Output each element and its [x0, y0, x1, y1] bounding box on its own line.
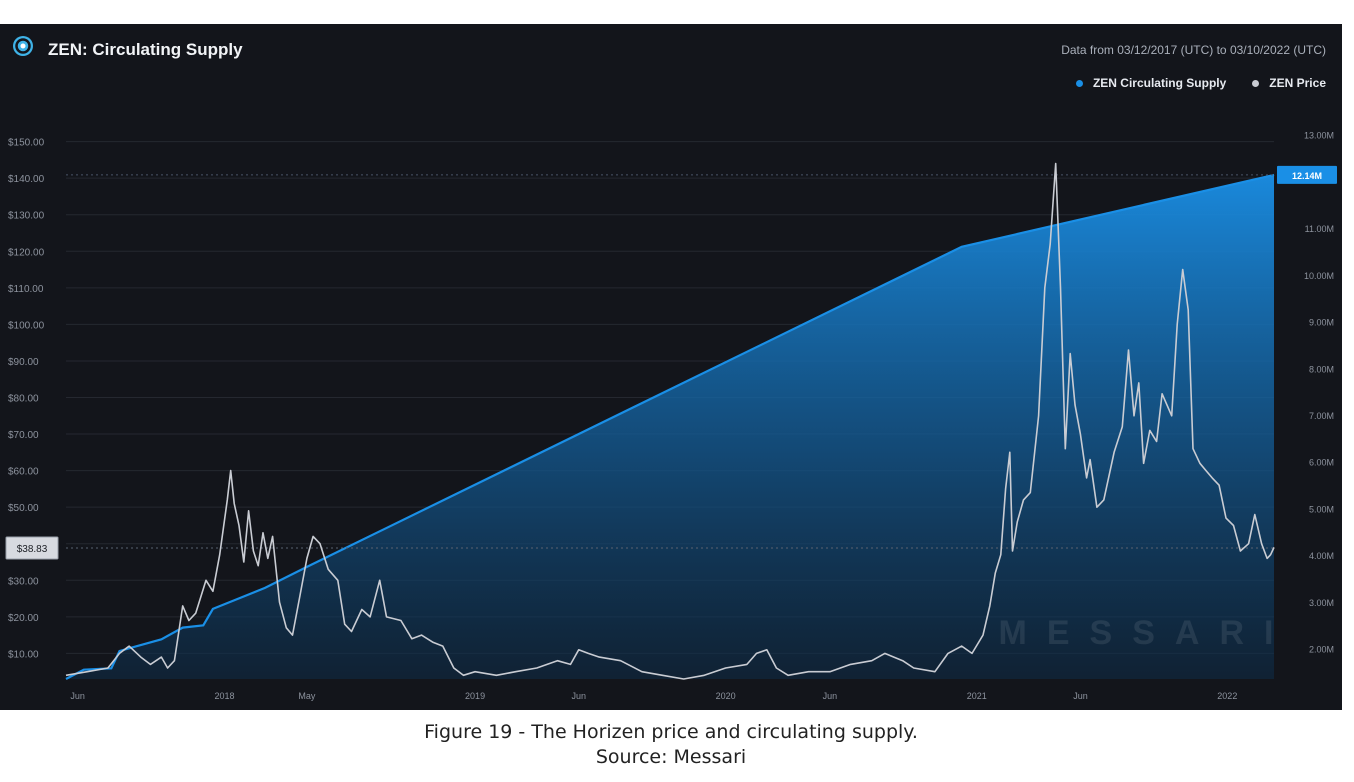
- y-left-tick-label: $120.00: [8, 247, 45, 258]
- y-right-tick-label: 10.00M: [1304, 271, 1334, 281]
- price-current-badge: [5, 536, 59, 560]
- y-right-tick-label: 7.00M: [1309, 411, 1334, 421]
- x-tick-label: Jun: [823, 691, 838, 701]
- supply-current-badge: [1277, 165, 1337, 184]
- legend-item-price[interactable]: ZEN Price: [1252, 76, 1326, 90]
- watermark: MESSARI: [999, 614, 1294, 652]
- chart-title: ZEN: Circulating Supply: [48, 40, 243, 59]
- y-left-tick-label: $80.00: [8, 394, 39, 405]
- date-range-label: Data from 03/12/2017 (UTC) to 03/10/2022…: [1061, 43, 1326, 57]
- y-right-tick-label: 8.00M: [1309, 364, 1334, 374]
- y-left-tick-label: $90.00: [8, 357, 39, 368]
- x-tick-label: 2018: [215, 691, 235, 701]
- y-right-tick-label: 3.00M: [1309, 598, 1334, 608]
- legend-dot-price: [1252, 79, 1260, 87]
- legend-label-price: ZEN Price: [1269, 76, 1326, 90]
- y-left-tick-label: $60.00: [8, 467, 39, 478]
- caption-line-2: Source: Messari: [595, 746, 747, 768]
- chart-panel: $10.00$20.00$30.00$40.00$50.00$60.00$70.…: [0, 24, 1342, 710]
- y-right-tick-label: 5.00M: [1309, 504, 1334, 514]
- y-right-tick-label: 6.00M: [1309, 458, 1334, 468]
- y-right-tick-label: 4.00M: [1309, 551, 1334, 561]
- y-right-tick-label: 13.00M: [1304, 131, 1334, 141]
- y-left-tick-label: $50.00: [8, 503, 39, 514]
- y-left-tick-label: $130.00: [8, 211, 45, 222]
- x-tick-label: Jun: [70, 691, 85, 701]
- y-left-tick-label: $20.00: [8, 613, 39, 624]
- legend-dot-supply: [1075, 79, 1083, 87]
- figure-caption: Figure 19 - The Horizen price and circul…: [0, 720, 1342, 770]
- supply-current-label: 12.14M: [1292, 171, 1322, 181]
- y-left-tick-label: $70.00: [8, 430, 39, 441]
- y-right-tick-label: 2.00M: [1309, 645, 1334, 655]
- y-left-tick-label: $30.00: [8, 576, 39, 587]
- plot-area: $10.00$20.00$30.00$40.00$50.00$60.00$70.…: [5, 131, 1337, 701]
- x-tick-label: 2021: [967, 691, 987, 701]
- y-left-tick-label: $10.00: [8, 649, 39, 660]
- y-left-tick-label: $100.00: [8, 320, 45, 331]
- y-left-tick-label: $110.00: [8, 284, 44, 295]
- x-tick-label: 2020: [716, 691, 736, 701]
- y-right-tick-label: 11.00M: [1305, 224, 1334, 234]
- y-left-tick-label: $150.00: [8, 138, 45, 149]
- zen-logo-icon: [13, 36, 33, 56]
- x-tick-label: Jun: [1073, 691, 1088, 701]
- x-tick-label: 2019: [465, 691, 485, 701]
- price-line: [65, 162, 1275, 680]
- supply-area: [66, 174, 1274, 679]
- x-tick-label: 2022: [1217, 691, 1237, 701]
- legend-item-supply[interactable]: ZEN Circulating Supply: [1075, 76, 1227, 90]
- legend-label-supply: ZEN Circulating Supply: [1092, 76, 1227, 90]
- y-right-tick-label: 9.00M: [1309, 318, 1334, 328]
- y-left-tick-label: $140.00: [8, 174, 45, 185]
- legend: ZEN Circulating Supply ZEN Price: [1075, 76, 1326, 90]
- caption-line-1: Figure 19 - The Horizen price and circul…: [424, 721, 918, 743]
- x-tick-label: Jun: [571, 691, 586, 701]
- x-tick-label: May: [298, 691, 316, 701]
- price-current-label: $38.83: [17, 544, 48, 555]
